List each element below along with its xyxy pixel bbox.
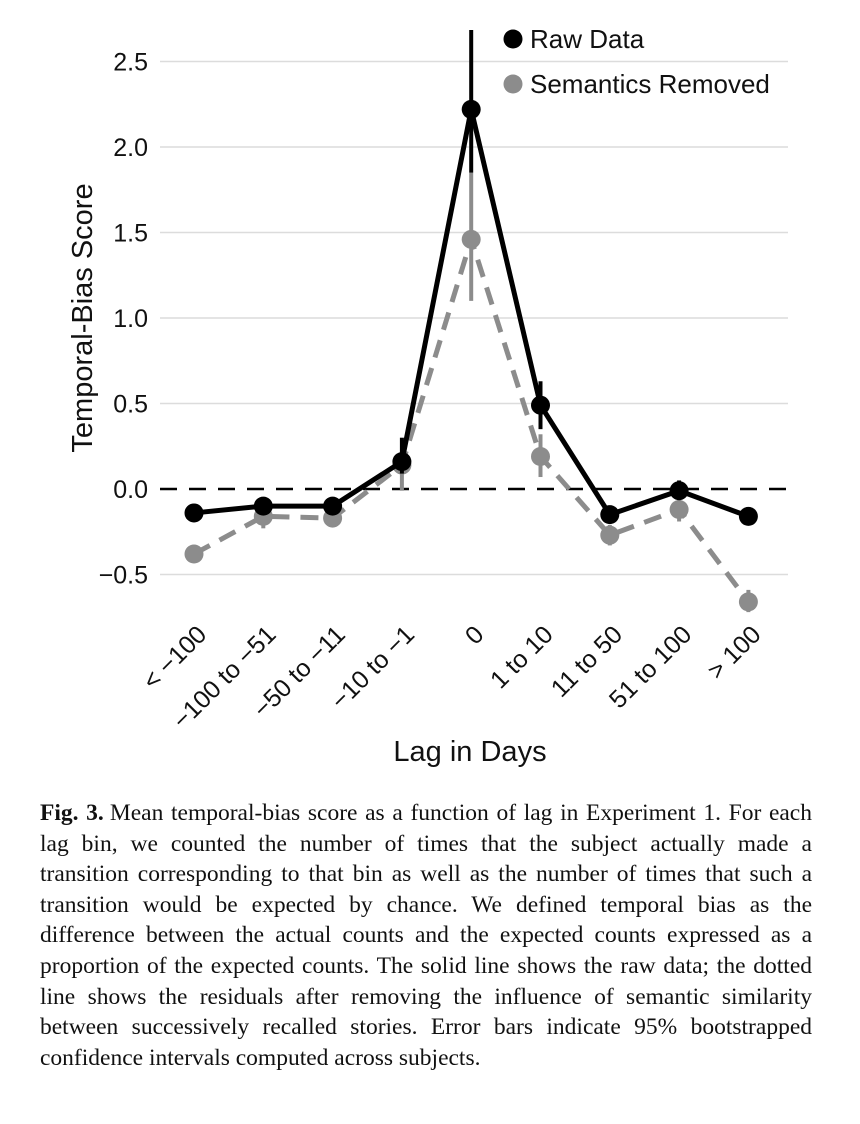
- x-tick-label: 0: [460, 620, 490, 650]
- chart-svg: −0.5 0.0 0.5 1.0 1.5 2.0 2.5 < −100−100 to −51…: [67, 24, 788, 768]
- data-point: [531, 447, 550, 467]
- figure-caption: Fig. 3. Mean temporal-bias score as a fun…: [40, 798, 812, 1073]
- y-tick-label: 2.5: [113, 49, 148, 77]
- x-axis-ticks: < −100−100 to −51−50 to −11−10 to −1 01 t…: [137, 620, 766, 734]
- y-tick-label: 1.0: [113, 305, 148, 333]
- data-point: [461, 229, 481, 249]
- chart-figure: −0.5 0.0 0.5 1.0 1.5 2.0 2.5 < −100 −100 to −51…: [67, 24, 788, 768]
- series-layer: [184, 30, 758, 613]
- legend-marker: [503, 29, 523, 49]
- data-point: [461, 99, 481, 119]
- data-point: [600, 525, 620, 545]
- data-point: [738, 592, 758, 612]
- data-point: [392, 452, 412, 472]
- y-axis-title: Temporal-Bias Score: [67, 183, 99, 452]
- y-axis-ticks: −0.5 0.0 0.5 1.0 1.5 2.0 2.5: [99, 49, 148, 590]
- data-point: [184, 544, 204, 564]
- legend-label: Raw Data: [530, 24, 645, 54]
- data-point: [669, 500, 689, 520]
- caption-label: Fig. 3.: [40, 800, 104, 826]
- legend-label: Semantics Removed: [530, 69, 770, 99]
- x-axis-title: Lag in Days: [393, 736, 546, 768]
- y-tick-label: 1.5: [113, 220, 148, 248]
- series-semantics-removed: [184, 172, 758, 613]
- data-point: [323, 496, 343, 516]
- y-tick-label: 2.0: [113, 134, 148, 162]
- legend: Raw Data Semantics Removed: [503, 24, 770, 99]
- series-raw-data: [184, 30, 758, 526]
- data-point: [600, 505, 620, 525]
- y-tick-label: 0.0: [113, 476, 148, 504]
- data-point: [253, 496, 273, 516]
- x-tick-label: > 100: [702, 620, 767, 685]
- data-point: [738, 506, 758, 526]
- data-point: [184, 503, 204, 523]
- legend-marker: [503, 74, 523, 94]
- caption-text: Mean temporal-bias score as a function o…: [40, 800, 812, 1071]
- data-point: [531, 395, 550, 415]
- data-point: [669, 481, 689, 501]
- y-tick-label: −0.5: [99, 562, 148, 590]
- y-tick-label: 0.5: [113, 391, 148, 419]
